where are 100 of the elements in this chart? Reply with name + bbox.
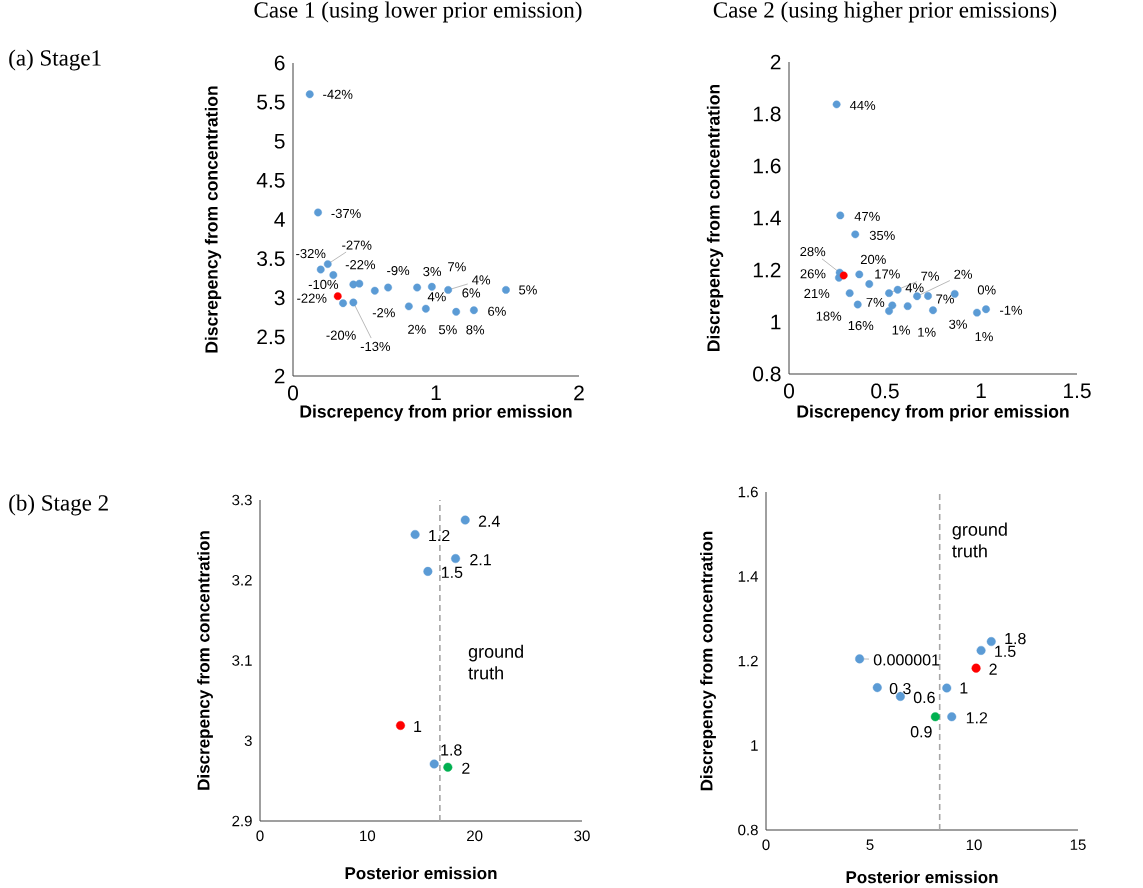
point (355, 279, 364, 288)
y-tick-label: 1 (771, 314, 781, 330)
annotation: 21% (804, 288, 830, 299)
y-tick-label: 4 (274, 212, 285, 227)
x-tick-label: 1 (431, 385, 441, 400)
annotation: 6% (488, 306, 506, 316)
x-tick-label: 0 (762, 839, 770, 851)
annotation: 7% (921, 271, 939, 281)
annotation: -2% (372, 308, 395, 318)
point (316, 265, 325, 274)
point (971, 663, 981, 673)
annotation: -1% (1000, 305, 1023, 315)
annotation: -27% (342, 240, 372, 250)
annotation: 26% (800, 269, 826, 279)
point (410, 530, 420, 539)
annotation: -20% (326, 330, 356, 340)
y-tick-label: 3.1 (232, 655, 252, 666)
annotation: 35% (869, 230, 895, 240)
point (942, 683, 952, 693)
x-tick-label: 10 (966, 839, 982, 851)
point (872, 683, 882, 693)
chart-title: Case 1 (using lower prior emission) (254, 1, 582, 23)
point (976, 645, 986, 655)
point (305, 90, 314, 99)
y-tick-label: 1.6 (738, 486, 758, 498)
y-tick-label: 0.8 (738, 824, 758, 836)
annotation: 2 (989, 663, 997, 675)
point (396, 720, 405, 730)
point (460, 515, 470, 525)
annotation: 3% (423, 266, 442, 277)
point (349, 298, 358, 307)
annotation: -22% (345, 260, 376, 270)
point (339, 299, 347, 308)
point (413, 283, 422, 292)
annotation: 1.2 (429, 529, 450, 542)
point (845, 289, 854, 298)
annotation: 16% (848, 320, 874, 331)
ref-line-label: ground truth (468, 644, 523, 680)
point (370, 286, 379, 295)
annotation: 1% (975, 332, 993, 342)
point (452, 307, 461, 316)
annotation: 1.8 (1005, 632, 1026, 645)
point (832, 100, 841, 109)
annotation: 1.5 (441, 566, 463, 578)
y-tick-label: 6 (274, 55, 285, 71)
annotation: 47% (854, 211, 880, 221)
point (470, 306, 478, 315)
y-tick-label: 3.5 (257, 251, 285, 267)
annotation: 7% (866, 297, 885, 307)
y-tick-label: 1.2 (738, 655, 758, 667)
x-tick-label: 10 (360, 830, 376, 842)
annotation: 0.3 (889, 682, 911, 695)
annotation: 7% (448, 262, 466, 272)
y-tick-label: 3 (244, 735, 252, 747)
point (839, 271, 848, 280)
annotation: 1.5 (995, 645, 1016, 658)
point (427, 282, 436, 291)
annotation: 0.000001 (873, 654, 940, 666)
x-axis-title: Discrepency from prior emission (300, 404, 572, 422)
x-tick-label: 5 (866, 839, 874, 850)
annotation: 2% (954, 269, 973, 279)
x-axis-title: Posterior emission (345, 866, 497, 880)
point (885, 307, 893, 315)
x-tick-label: 0 (783, 383, 795, 399)
y-tick-label: 2 (274, 368, 285, 384)
annotation: 0.6 (913, 691, 935, 704)
x-tick-label: 0 (256, 830, 264, 842)
x-tick-label: 30 (574, 830, 590, 842)
x-tick-label: 1.5 (1064, 383, 1091, 399)
annotation: 1 (414, 720, 422, 732)
point (451, 554, 461, 564)
annotation: 28% (800, 246, 826, 257)
point (947, 712, 957, 722)
annotation: 4% (905, 283, 924, 293)
annotation: -42% (323, 89, 353, 99)
x-axis-title: Discrepency from prior emission (797, 404, 1069, 422)
point (888, 301, 897, 310)
annotation: -37% (331, 208, 361, 219)
point (329, 271, 338, 279)
point (885, 289, 893, 298)
text: (b) Stage 2 (9, 494, 108, 516)
annotation: 1.2 (966, 712, 988, 724)
y-tick-label: 3.3 (232, 494, 252, 506)
annotation: 4% (472, 275, 491, 285)
y-tick-label: 1.4 (738, 571, 759, 582)
chart-title: Case 2 (using higher prior emissions) (713, 1, 1057, 23)
annotation: -32% (296, 248, 326, 259)
y-tick-label: 1 (751, 740, 758, 751)
annotation: 8% (466, 325, 485, 335)
annotation: 1 (960, 682, 968, 694)
ref-line-label: ground truth (952, 522, 1007, 558)
annotation: 44% (849, 100, 876, 110)
annotation: 1.8 (441, 744, 462, 756)
annotation: -10% (308, 279, 339, 290)
point (893, 285, 902, 294)
point (924, 292, 932, 300)
y-axis-title: Discrepency from concentration (706, 84, 724, 352)
annotation: 6% (462, 288, 481, 298)
y-tick-label: 0.8 (753, 366, 781, 382)
annotation: 0.9 (910, 726, 932, 738)
